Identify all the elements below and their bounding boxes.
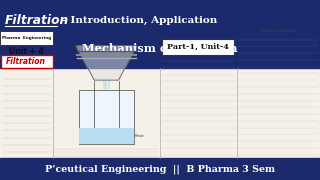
FancyBboxPatch shape [0, 31, 53, 45]
Text: Filtration: Filtration [5, 14, 69, 27]
Text: – Introduction, Application: – Introduction, Application [58, 16, 218, 25]
Text: Production of solid drugs: Production of solid drugs [259, 29, 298, 33]
FancyBboxPatch shape [162, 39, 234, 55]
Bar [0, 0, 320, 68]
Bar [0, 68, 320, 158]
Text: P’ceutical Engineering  ||  B Pharma 3 Sem: P’ceutical Engineering || B Pharma 3 Sem [45, 165, 275, 174]
Text: Filter: Filter [103, 39, 110, 43]
Text: Part-1, Unit-4: Part-1, Unit-4 [167, 43, 229, 51]
Bar [79, 128, 134, 144]
Text: Unit + 4: Unit + 4 [9, 47, 44, 56]
Text: Filtration: Filtration [6, 57, 46, 66]
Text: Filtrate: Filtrate [135, 134, 145, 138]
Bar [0, 158, 320, 180]
Bar [79, 90, 134, 144]
FancyBboxPatch shape [1, 55, 53, 68]
Polygon shape [76, 46, 137, 80]
Text: Mechanism of Filtration: Mechanism of Filtration [82, 43, 238, 54]
Text: Pharma  Engineering: Pharma Engineering [2, 36, 51, 40]
